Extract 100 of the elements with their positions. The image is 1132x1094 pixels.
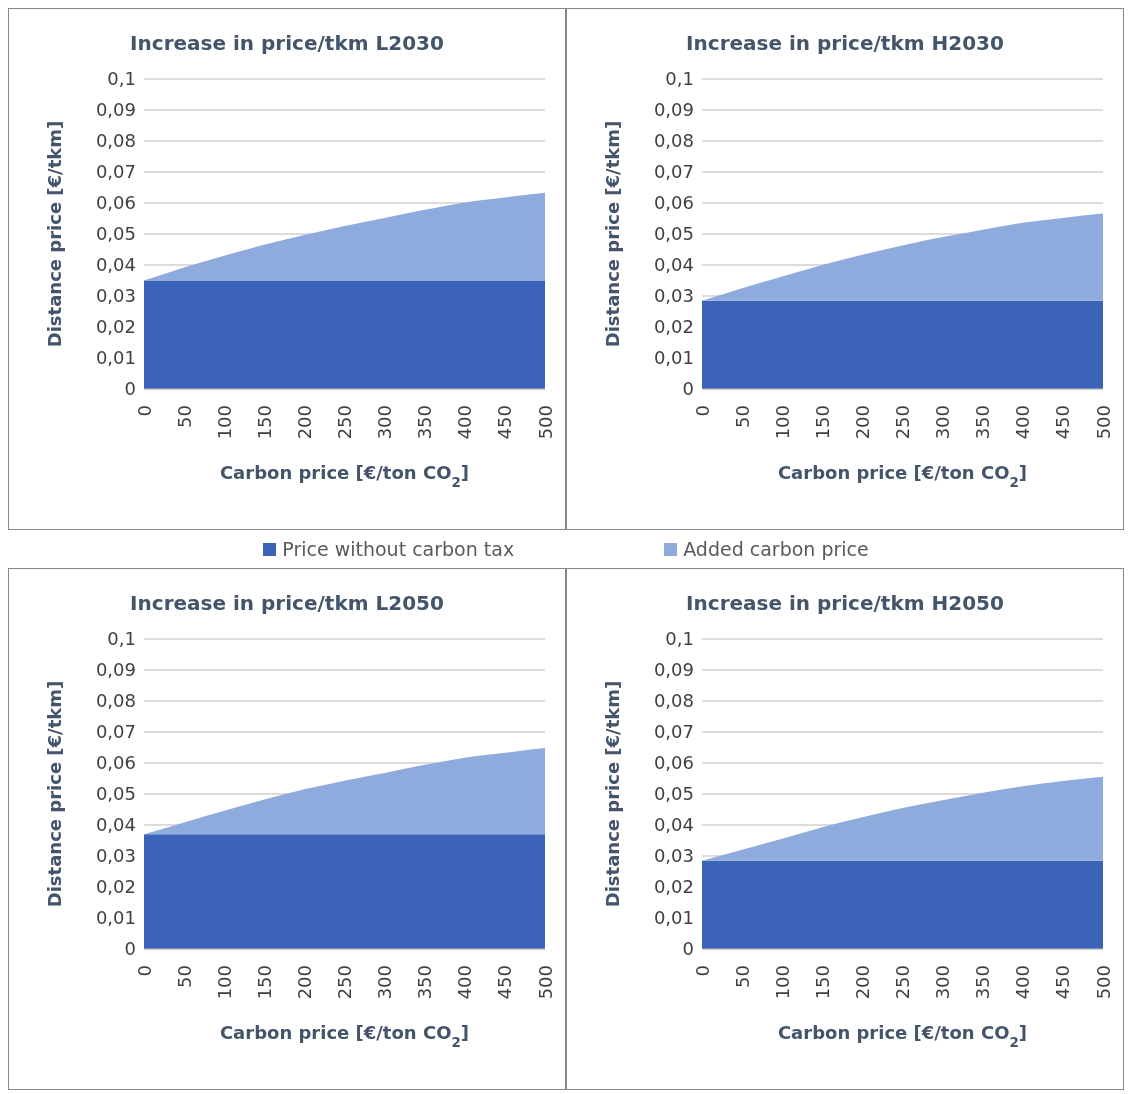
y-tick-label: 0,05 bbox=[653, 783, 694, 805]
x-axis-title: Carbon price [€/ton CO$_{2}$] bbox=[219, 1022, 470, 1050]
chart-title: Increase in price/tkm H2050 bbox=[685, 591, 1005, 615]
x-tick-label: 400 bbox=[1012, 405, 1034, 440]
y-tick-label: 0,08 bbox=[95, 690, 136, 712]
x-tick-label: 150 bbox=[253, 965, 275, 1000]
y-tick-label: 0 bbox=[682, 938, 694, 960]
x-tick-label: 450 bbox=[494, 965, 516, 1000]
y-tick-label: 0,09 bbox=[653, 99, 694, 121]
legend-label: Price without carbon tax bbox=[281, 538, 515, 560]
y-tick-label: 0,01 bbox=[653, 907, 694, 929]
y-tick-label: 0,1 bbox=[107, 68, 136, 90]
y-tick-label: 0,08 bbox=[95, 130, 136, 152]
x-axis-title: Carbon price [€/ton CO$_{2}$] bbox=[777, 462, 1028, 490]
y-axis-title: Distance price [€/tkm] bbox=[44, 120, 65, 348]
x-tick-label: 300 bbox=[374, 965, 396, 1000]
x-tick-label: 350 bbox=[414, 965, 436, 1000]
y-tick-label: 0,06 bbox=[95, 192, 136, 214]
x-tick-label: 150 bbox=[811, 965, 833, 1000]
y-tick-label: 0,06 bbox=[653, 192, 694, 214]
x-tick-label: 450 bbox=[1052, 405, 1074, 440]
x-tick-label: 450 bbox=[1052, 965, 1074, 1000]
y-tick-label: 0,04 bbox=[653, 814, 694, 836]
y-tick-label: 0,02 bbox=[95, 316, 136, 338]
y-tick-label: 0,07 bbox=[95, 161, 136, 183]
x-tick-label: 300 bbox=[374, 405, 396, 440]
y-tick-label: 0,07 bbox=[653, 721, 694, 743]
x-axis-title: Carbon price [€/ton CO$_{2}$] bbox=[777, 1022, 1028, 1050]
x-tick-label: 250 bbox=[892, 965, 913, 1000]
y-tick-label: 0,07 bbox=[653, 161, 694, 183]
x-tick-label: 500 bbox=[534, 405, 556, 440]
y-axis-title: Distance price [€/tkm] bbox=[602, 680, 623, 908]
y-tick-label: 0,03 bbox=[653, 285, 694, 307]
y-tick-label: 0,1 bbox=[107, 628, 136, 650]
y-tick-label: 0,05 bbox=[95, 223, 136, 245]
x-tick-label: 100 bbox=[213, 405, 235, 440]
x-tick-label: 100 bbox=[771, 965, 793, 1000]
x-tick-label: 50 bbox=[731, 405, 753, 428]
x-tick-label: 400 bbox=[454, 965, 476, 1000]
x-tick-label: 0 bbox=[691, 405, 713, 417]
y-tick-label: 0 bbox=[682, 378, 694, 400]
y-tick-label: 0,01 bbox=[95, 347, 136, 369]
y-tick-label: 0,05 bbox=[95, 783, 136, 805]
y-axis-title: Distance price [€/tkm] bbox=[44, 680, 65, 908]
x-tick-label: 250 bbox=[892, 405, 913, 440]
x-tick-label: 50 bbox=[173, 965, 195, 988]
y-tick-label: 0,02 bbox=[653, 876, 694, 898]
x-tick-label: 200 bbox=[851, 405, 873, 440]
x-tick-label: 0 bbox=[133, 965, 155, 977]
x-tick-label: 50 bbox=[173, 405, 195, 428]
x-tick-label: 200 bbox=[851, 965, 873, 1000]
y-tick-label: 0,05 bbox=[653, 223, 694, 245]
legend-label: Added carbon price bbox=[682, 538, 869, 560]
y-tick-label: 0,03 bbox=[95, 285, 136, 307]
y-tick-label: 0,09 bbox=[653, 659, 694, 681]
x-tick-label: 0 bbox=[133, 405, 155, 417]
y-tick-label: 0,03 bbox=[95, 845, 136, 867]
y-tick-label: 0,04 bbox=[95, 254, 136, 276]
y-tick-label: 0,06 bbox=[95, 752, 136, 774]
y-tick-label: 0,04 bbox=[653, 254, 694, 276]
x-tick-label: 400 bbox=[1012, 965, 1034, 1000]
x-tick-label: 350 bbox=[414, 405, 436, 440]
y-tick-label: 0,02 bbox=[95, 876, 136, 898]
y-tick-label: 0,06 bbox=[653, 752, 694, 774]
x-tick-label: 500 bbox=[534, 965, 556, 1000]
x-tick-label: 350 bbox=[972, 965, 994, 1000]
x-axis-title: Carbon price [€/ton CO$_{2}$] bbox=[219, 462, 470, 490]
y-tick-label: 0,03 bbox=[653, 845, 694, 867]
x-tick-label: 400 bbox=[454, 405, 476, 440]
x-tick-label: 500 bbox=[1092, 405, 1114, 440]
x-tick-label: 450 bbox=[494, 405, 516, 440]
y-tick-label: 0,01 bbox=[95, 907, 136, 929]
x-tick-label: 150 bbox=[253, 405, 275, 440]
y-tick-label: 0,09 bbox=[95, 99, 136, 121]
x-tick-label: 100 bbox=[771, 405, 793, 440]
x-tick-label: 250 bbox=[334, 965, 355, 1000]
y-tick-label: 0 bbox=[124, 378, 136, 400]
y-tick-label: 0,02 bbox=[653, 316, 694, 338]
y-tick-label: 0,1 bbox=[665, 628, 694, 650]
y-tick-label: 0,08 bbox=[653, 130, 694, 152]
y-tick-label: 0,01 bbox=[653, 347, 694, 369]
chart-title: Increase in price/tkm L2030 bbox=[129, 31, 445, 55]
x-tick-label: 350 bbox=[972, 405, 994, 440]
x-tick-label: 200 bbox=[293, 405, 315, 440]
x-tick-label: 0 bbox=[691, 965, 713, 977]
y-tick-label: 0,08 bbox=[653, 690, 694, 712]
x-tick-label: 300 bbox=[932, 405, 954, 440]
y-tick-label: 0,07 bbox=[95, 721, 136, 743]
y-tick-label: 0 bbox=[124, 938, 136, 960]
x-tick-label: 300 bbox=[932, 965, 954, 1000]
y-tick-label: 0,04 bbox=[95, 814, 136, 836]
x-tick-label: 150 bbox=[811, 405, 833, 440]
chart-title: Increase in price/tkm L2050 bbox=[129, 591, 445, 615]
chart-title: Increase in price/tkm H2030 bbox=[685, 31, 1005, 55]
x-tick-label: 50 bbox=[731, 965, 753, 988]
y-tick-label: 0,09 bbox=[95, 659, 136, 681]
x-tick-label: 250 bbox=[334, 405, 355, 440]
x-tick-label: 500 bbox=[1092, 965, 1114, 1000]
y-axis-title: Distance price [€/tkm] bbox=[602, 120, 623, 348]
x-tick-label: 200 bbox=[293, 965, 315, 1000]
